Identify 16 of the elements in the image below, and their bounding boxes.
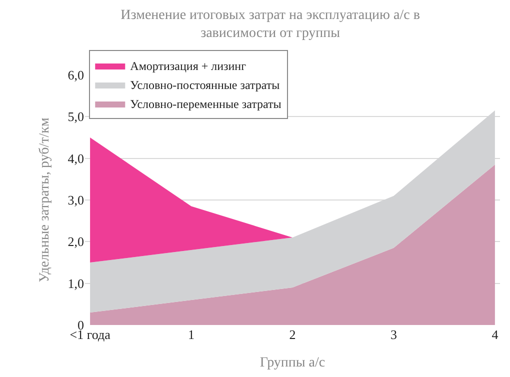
legend-label: Условно-постоянные затраты (130, 78, 280, 92)
y-axis-title: Удельные затраты, руб/т/км (37, 118, 52, 282)
chart-title: Изменение итоговых затрат на эксплуатацию а/с в зависимости от группы (120, 8, 420, 42)
x-tick-label: 3 (390, 327, 397, 342)
legend-label: Амортизация + лизинг (130, 59, 246, 74)
y-tick-label: 3,0 (68, 192, 84, 208)
y-tick-label: 4,0 (68, 150, 84, 166)
legend-label: Условно-переменные затраты (130, 97, 282, 112)
x-axis-title: Группы а/с (260, 355, 326, 370)
y-tick-label: 1,0 (68, 276, 84, 291)
x-tick-label: 1 (188, 327, 195, 342)
y-tick-label: 6,0 (68, 68, 84, 83)
x-tick-label: 4 (492, 327, 499, 342)
y-tick-label: 5,0 (68, 109, 84, 124)
x-tick-label: 2 (289, 327, 296, 342)
y-tick-label: 2,0 (68, 234, 84, 250)
